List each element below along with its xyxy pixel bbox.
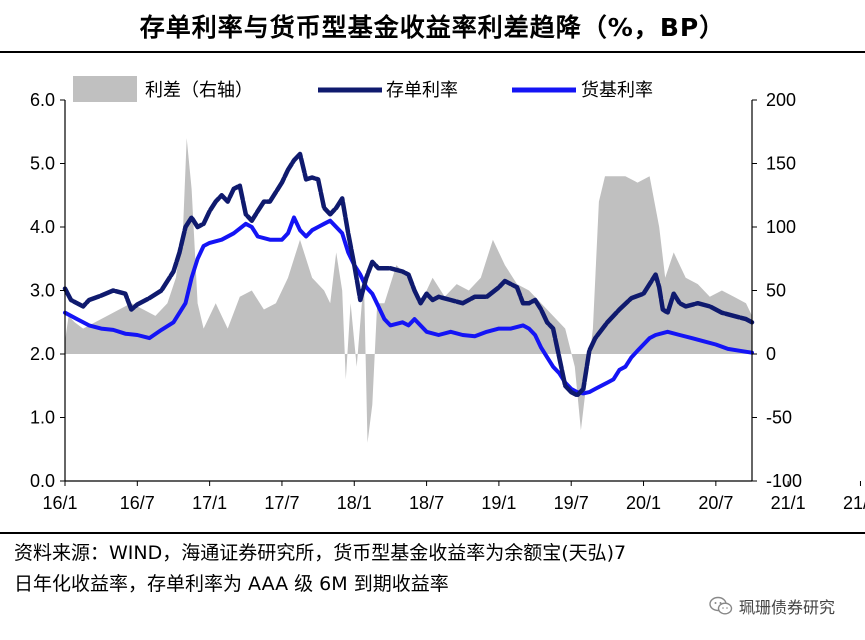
x-tick-label: 21/7 (843, 493, 865, 513)
plot-area (62, 138, 755, 443)
right-tick-label: -50 (766, 408, 792, 428)
left-tick-label: 1.0 (30, 408, 55, 428)
legend: 利差（右轴） 存单利率 货基利率 (73, 76, 653, 102)
left-tick-label: 5.0 (30, 154, 55, 174)
x-tick-label: 20/7 (698, 493, 733, 513)
brand-name: 珮珊债券研究 (738, 598, 835, 617)
legend-label-spread: 利差（右轴） (145, 80, 253, 101)
series-spread-area (65, 138, 752, 443)
legend-label-mmf-rate: 货基利率 (581, 80, 653, 101)
right-tick-label: 150 (766, 154, 796, 174)
right-tick-label: 100 (766, 217, 796, 237)
source-note: 资料来源：WIND，海通证券研究所，货币型基金收益率为余额宝(天弘)7 日年化收… (14, 538, 844, 600)
x-tick-label: 21/1 (771, 493, 806, 513)
series-mmf-rate-line (63, 215, 754, 396)
x-tick-label: 18/1 (337, 493, 372, 513)
wechat-icon (709, 596, 733, 615)
legend-label-cd-rate: 存单利率 (386, 80, 458, 101)
left-tick-label: 6.0 (30, 90, 55, 110)
right-tick-label: 200 (766, 90, 796, 110)
legend-swatch-spread (73, 76, 137, 102)
left-tick-label: 2.0 (30, 344, 55, 364)
x-tick-label: 16/1 (42, 493, 77, 513)
left-tick-label: 3.0 (30, 281, 55, 301)
x-tick-label: 16/7 (120, 493, 155, 513)
axes: 0.0 1.0 2.0 3.0 4.0 5.0 6.0 -100 -50 0 50 100 150 200… (30, 90, 865, 513)
source-line-1: 资料来源：WIND，海通证券研究所，货币型基金收益率为余额宝(天弘)7 (14, 542, 627, 564)
right-tick-label: 50 (766, 281, 786, 301)
chart-title: 存单利率与货币型基金收益率利差趋降（%，BP） (139, 13, 726, 42)
x-tick-label: 20/1 (626, 493, 661, 513)
x-tick-label: 19/7 (554, 493, 589, 513)
right-tick-label: -100 (766, 471, 802, 491)
brand-watermark: 珮珊债券研究 (709, 594, 835, 618)
source-line-2: 日年化收益率，存单利率为 AAA 级 6M 到期收益率 (14, 573, 449, 595)
chart-canvas: 0.0 1.0 2.0 3.0 4.0 5.0 6.0 -100 -50 0 50 100 150 200… (30, 76, 865, 513)
right-tick-label: 0 (766, 344, 776, 364)
x-tick-label: 17/1 (192, 493, 227, 513)
x-tick-label: 19/1 (481, 493, 516, 513)
source-rule (0, 532, 865, 534)
series-cd-rate-line (62, 151, 755, 398)
title-rule (0, 51, 865, 53)
left-tick-label: 4.0 (30, 217, 55, 237)
left-tick-label: 0.0 (30, 471, 55, 491)
x-tick-label: 18/7 (409, 493, 444, 513)
x-tick-label: 17/7 (264, 493, 299, 513)
